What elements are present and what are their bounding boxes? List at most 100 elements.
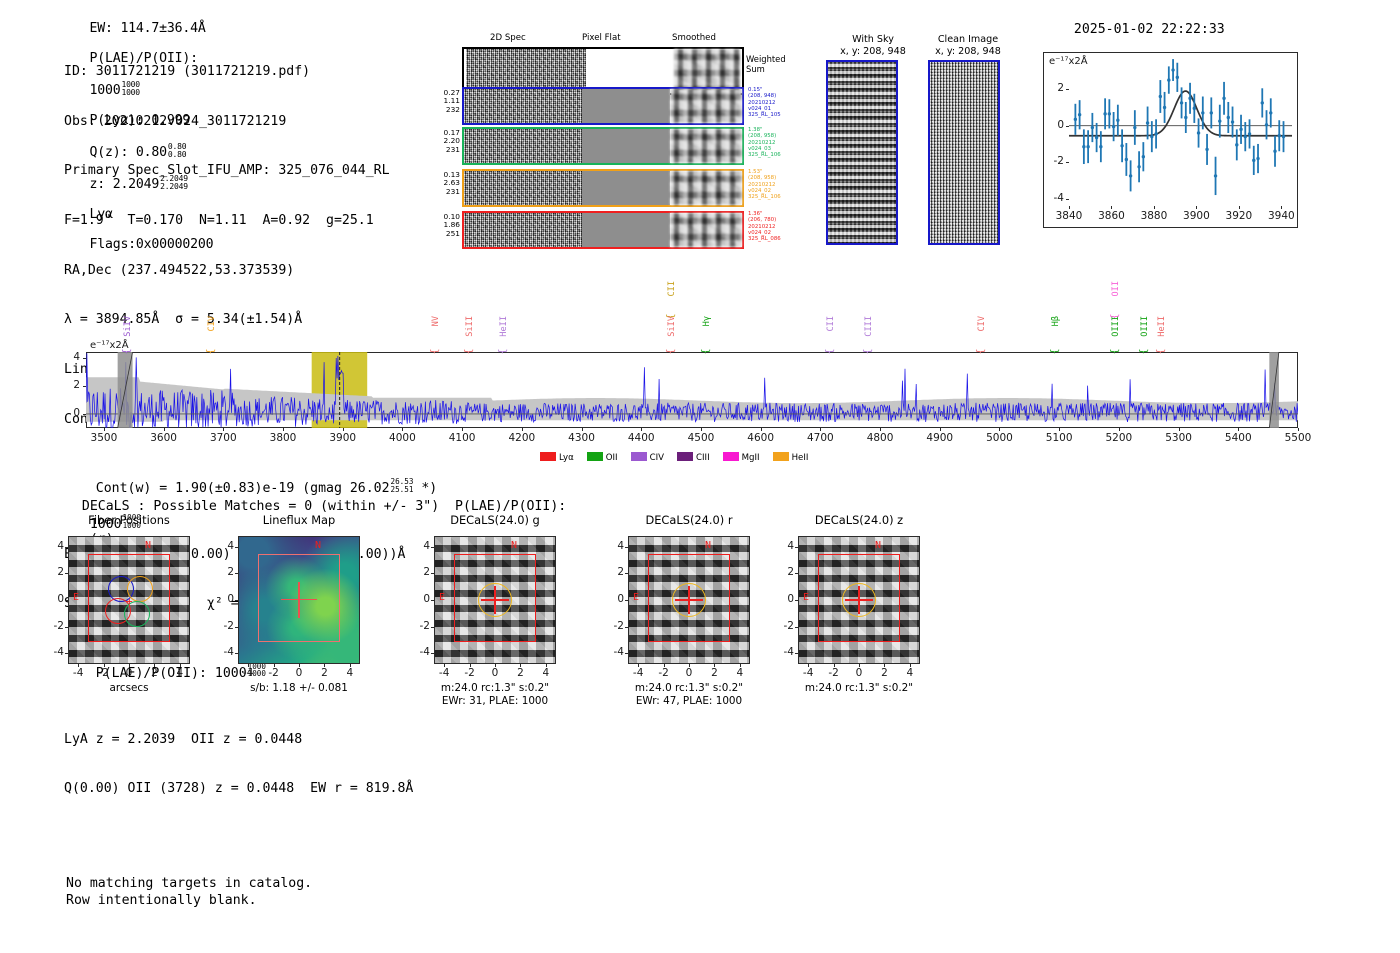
cutout-1-ytick-2: 2: [227, 566, 234, 579]
compass-east-3: E: [633, 592, 640, 603]
info-plae: P(LAE)/P(OII): 1000 1000 1000: [95, 661, 266, 681]
redshift-type: Lyα: [89, 207, 113, 222]
spectrum-x-tick-4200: 4200: [508, 432, 536, 444]
compass-east-0: E: [73, 592, 80, 603]
y-tick-0: 0: [1057, 118, 1064, 131]
cutout-4-ytick-2: 2: [787, 566, 794, 579]
emission-label-heii-4: HeII: [498, 316, 509, 337]
cutout-0-xtick--4: -4: [72, 667, 84, 679]
cutout-1-xtick--2: -2: [268, 667, 279, 679]
spectrum-x-tick-4700: 4700: [806, 432, 834, 444]
cutout-2-xtick--4: -4: [438, 667, 450, 679]
emission-brace-15: {: [1155, 348, 1167, 355]
emission-label-siiv-6: SiIV: [667, 316, 678, 337]
cutout-caption2-3: EWr: 47, PLAE: 1000: [635, 695, 743, 707]
full-spectrum-plot: e⁻¹⁷x2Å: [86, 340, 1298, 428]
legend-swatch-mgii: [722, 452, 739, 461]
cutout-4-xtick--4: -4: [802, 667, 814, 679]
compass-north-4: N: [875, 540, 882, 551]
emission-label-nv-2: NV: [431, 316, 442, 327]
cutout-3-ytick-2: 2: [617, 566, 624, 579]
cutout-0-ytick-0: 0: [57, 593, 64, 605]
legend-swatch-oii: [586, 452, 603, 461]
cutout-2-ytick--4: -4: [419, 646, 430, 659]
legend-swatch-civ: [630, 452, 647, 461]
emission-brace-11: {: [1049, 348, 1061, 355]
fiber-field-box: [88, 554, 170, 642]
cutout-1-ytick--2: -2: [223, 619, 234, 632]
x-tick-3840: 3840: [1055, 210, 1083, 222]
clean-image: [928, 60, 1000, 245]
cutout-3-ytick--2: -2: [613, 619, 624, 632]
cutout-caption-0: arcsecs: [109, 682, 149, 694]
info-plae-range: 1000 1000: [247, 661, 266, 679]
plae-label: P(LAE)/P(OII):: [89, 51, 198, 66]
cutout-4-ytick-0: 0: [787, 593, 794, 605]
emission-brace-6: {: [665, 348, 677, 355]
compass-east-2: E: [439, 592, 446, 603]
y-tick--2: -2: [1053, 155, 1064, 168]
strip-3-right-values: 1.53" (208, 958) 20210212 v024_02 325_RL_106: [748, 169, 781, 201]
cutout-title-2: DECaLS(24.0) g: [450, 513, 540, 527]
spectrum-x-tick-5500: 5500: [1284, 432, 1312, 444]
cutout-title-0: Fiber Positions: [88, 513, 170, 527]
cutout-0-xtick-2: 2: [151, 667, 158, 679]
info-q-line: Q(0.00) OII (3728) z = 0.0448 EW r = 819…: [64, 781, 414, 797]
emission-label-oiii-13: OIII: [1110, 316, 1121, 337]
spectrum-x-tick-4100: 4100: [448, 432, 476, 444]
emission-brace-9: {: [862, 348, 874, 355]
spectrum-y-tick-2: 2: [73, 378, 80, 391]
fiber-strip-3: [462, 169, 744, 207]
emission-label-hβ-11: Hβ: [1050, 316, 1061, 327]
strip-1-right-values: 0.15" (208, 948) 20210212 v024_01 325_RL_105: [748, 87, 781, 119]
strip-1-left-values: 0.27 1.11 232: [443, 88, 460, 114]
fiber-circle-3: [123, 600, 150, 627]
legend-item-heii: HeII: [772, 452, 808, 463]
line-profile-plot: e⁻¹⁷x2Å 3840 3860 3880 3900 3920 3940 -4 -2 0 2: [1043, 52, 1298, 228]
emission-brace-0: {: [121, 348, 133, 355]
cutout-title-1: Lineflux Map: [262, 513, 336, 527]
cutout-4-xtick--2: -2: [828, 667, 839, 679]
cutout-3-xtick-2: 2: [711, 667, 718, 679]
cutout-0-ytick-2: 2: [57, 566, 64, 579]
legend-item-oii: OII: [586, 452, 618, 463]
aperture-circle-4: [842, 583, 876, 617]
redshift-range: 2.2049 2.2049: [160, 174, 188, 191]
fiber-strip-2: [462, 127, 744, 165]
lineflux-field-box: [258, 554, 340, 642]
cutout-4-xtick-0: 0: [855, 667, 863, 679]
emission-label-civ-10: CIV: [976, 316, 987, 332]
cutout-3-xtick--4: -4: [632, 667, 644, 679]
weighted-sum-label: Weighted Sum: [746, 54, 786, 74]
spectrum-legend: Lyα OII CIV CIII MgII HeII: [540, 452, 821, 463]
cutout-3-xtick-4: 4: [736, 667, 744, 679]
spectrum-y-tick-4: 4: [73, 350, 80, 363]
spectrum-x-tick-4600: 4600: [747, 432, 775, 444]
info-seeing: F=1.9" T=0.170 N=1.11 A=0.92 g=25.1: [64, 213, 374, 229]
cutout-2-xtick-0: 0: [491, 667, 499, 679]
spectrum-x-tick-3700: 3700: [209, 432, 237, 444]
with-sky-title: With Sky x, y: 208, 948: [840, 34, 906, 57]
clean-image-title: Clean Image x, y: 208, 948: [935, 34, 1001, 57]
line-profile-units: e⁻¹⁷x2Å: [1049, 56, 1088, 67]
x-tick-3920: 3920: [1225, 210, 1253, 222]
strip-2-left-values: 0.17 2.20 231: [443, 128, 460, 154]
legend-label-oii: OII: [605, 453, 618, 463]
legend-label-ciii: CIII: [696, 453, 710, 463]
cutout-caption2-2: EWr: 31, PLAE: 1000: [441, 695, 549, 707]
col-title-pixelflat: Pixel Flat: [582, 33, 621, 43]
compass-north-2: N: [511, 540, 518, 551]
spectrum-x-tick-3900: 3900: [329, 432, 357, 444]
emission-brace-14: {: [1138, 348, 1150, 355]
compass-north-0: N: [145, 540, 152, 551]
spectrum-x-tick-4000: 4000: [389, 432, 416, 444]
info-primary-spec: Primary Spec_Slot_IFU_AMP: 325_076_044_R…: [64, 163, 390, 179]
cutout-2-xtick-2: 2: [517, 667, 524, 679]
emission-brace-3: {: [463, 348, 475, 355]
ew-summary: EW: 114.7±36.4Å: [89, 21, 206, 36]
emission-label-civ-1: CIV: [206, 316, 217, 332]
spectrum-x-tick-3600: 3600: [150, 432, 177, 444]
spectrum-x-tick-4800: 4800: [866, 432, 894, 444]
strip-3-left-values: 0.13 2.63 231: [443, 170, 460, 196]
strip-4-right-values: 1.36" (206, 780) 20210212 v024_02 325_RL_086: [748, 211, 781, 243]
